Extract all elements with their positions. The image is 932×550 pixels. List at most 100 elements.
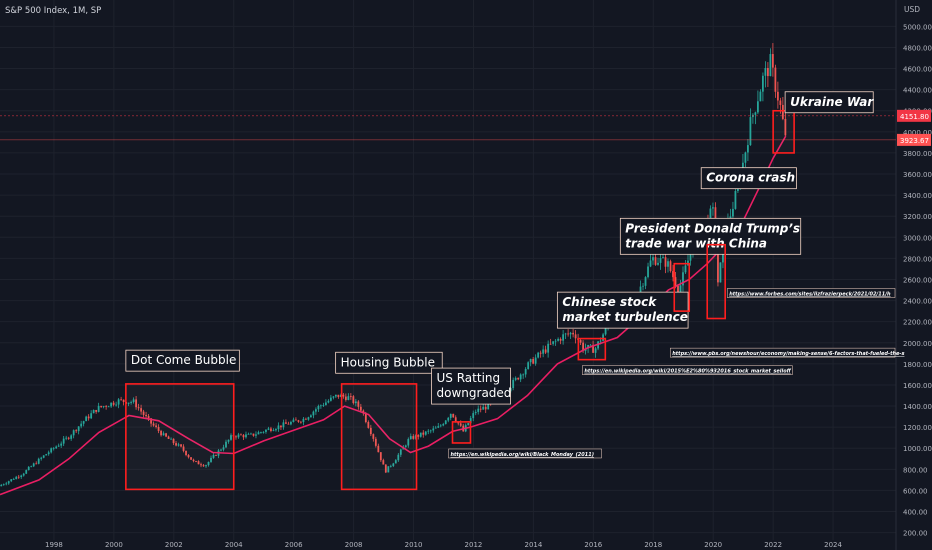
candle-body — [305, 418, 307, 420]
candle-body — [260, 432, 262, 433]
candle-body — [327, 400, 330, 403]
candle-body — [537, 352, 540, 358]
candle-body — [582, 342, 584, 351]
candle-body — [52, 448, 55, 450]
time-axis[interactable]: 1998 2000 2002 2004 2006 2008 2010 2012 2014 2016… — [45, 541, 842, 549]
candle-body — [37, 458, 40, 464]
candle-body — [454, 417, 457, 422]
candle-body — [322, 405, 325, 406]
candle-body — [314, 409, 317, 412]
event-label: Corona crash — [706, 171, 795, 185]
candle-body — [122, 399, 125, 402]
candle-body — [407, 439, 410, 446]
event-label-box — [619, 217, 802, 255]
candle-body — [65, 437, 68, 439]
y-tick-label: 1600.00 — [903, 382, 932, 390]
candle-body — [567, 333, 570, 335]
x-tick-label: 2008 — [345, 541, 363, 549]
candle-body — [732, 208, 734, 217]
candle-body — [0, 484, 3, 487]
event-highlight-box — [673, 262, 691, 312]
candle-body — [369, 427, 372, 435]
event-label: President Donald Trump’s — [625, 221, 800, 235]
candle-body — [569, 332, 572, 335]
candle-body — [300, 421, 302, 423]
y-tick-label: 2400.00 — [903, 298, 932, 306]
candle-body — [437, 426, 440, 428]
candle-body — [639, 286, 642, 295]
candle-body — [182, 446, 185, 451]
y-tick-label: 2000.00 — [903, 340, 932, 348]
candle-body — [155, 425, 157, 427]
source-link[interactable]: https://www.forbes.com/sites/lizfrazierp… — [729, 292, 891, 298]
candle-body — [709, 208, 712, 225]
candle-body — [187, 455, 190, 458]
candle-body — [769, 54, 772, 77]
candle-body — [472, 413, 475, 419]
candle-body — [190, 457, 192, 460]
candle-body — [162, 433, 165, 436]
candle-body — [207, 461, 210, 466]
candle-body — [337, 394, 340, 398]
candle-body — [280, 425, 282, 428]
candle-body — [97, 405, 100, 412]
candle-body — [449, 413, 452, 418]
candle-body — [467, 423, 470, 426]
candle-body — [459, 423, 462, 426]
candle-body — [160, 430, 162, 436]
candle-body — [220, 449, 222, 451]
candle-body — [172, 438, 175, 444]
event-highlight-box — [451, 421, 472, 444]
candle-body — [439, 425, 442, 427]
candle-body — [689, 253, 692, 261]
source-link[interactable]: https://en.wikipedia.org/wiki/2015%E2%80… — [584, 369, 791, 375]
candle-body — [649, 260, 652, 267]
candle-body — [734, 191, 737, 209]
candle-body — [589, 344, 592, 346]
event-highlight-box — [772, 109, 795, 154]
candle-body — [669, 261, 672, 272]
x-tick-label: 2016 — [584, 541, 602, 549]
candle-body — [672, 271, 674, 278]
event-label-box — [784, 91, 874, 114]
candle-body — [57, 445, 60, 447]
candle-body — [552, 341, 555, 344]
y-tick-label: 600.00 — [903, 487, 928, 495]
candle-body — [257, 432, 260, 435]
candle-body — [587, 345, 589, 349]
candle-body — [417, 435, 420, 437]
event-label-box — [431, 367, 511, 405]
candle-body — [262, 431, 265, 433]
candle-body — [32, 463, 35, 467]
candle-body — [2, 484, 5, 486]
candle-body — [277, 425, 280, 430]
event-label: Dot Come Bubble — [131, 353, 237, 367]
source-link[interactable]: https://en.wikipedia.org/wiki/Black_Mond… — [450, 452, 594, 458]
candle-body — [539, 352, 542, 354]
candle-body — [399, 449, 402, 455]
price-axis[interactable]: 200.00 400.00 600.00 800.00 1000.00 1200.00 14… — [897, 23, 932, 538]
y-tick-label: 400.00 — [903, 509, 928, 517]
candle-body — [599, 340, 602, 342]
candle-body — [157, 426, 160, 431]
event-label-box — [125, 349, 240, 372]
source-link[interactable]: https://www.pbs.org/newshour/economy/mak… — [672, 351, 904, 357]
candle-body — [562, 334, 565, 341]
candle-body — [142, 411, 145, 415]
candle-body — [761, 75, 764, 92]
candle-body — [744, 152, 747, 163]
candle-body — [527, 362, 530, 370]
candle-body — [102, 406, 105, 407]
y-tick-label: 2200.00 — [903, 319, 932, 327]
candle-body — [512, 379, 515, 388]
candle-body — [684, 265, 687, 273]
candle-body — [664, 257, 667, 267]
candle-body — [175, 443, 177, 446]
candle-body — [389, 465, 392, 467]
candle-body — [482, 406, 485, 410]
candle-body — [474, 411, 477, 414]
y-tick-label: 4000.00 — [903, 129, 932, 137]
event-highlight-box — [340, 383, 418, 491]
currency-label: USD — [904, 5, 920, 14]
